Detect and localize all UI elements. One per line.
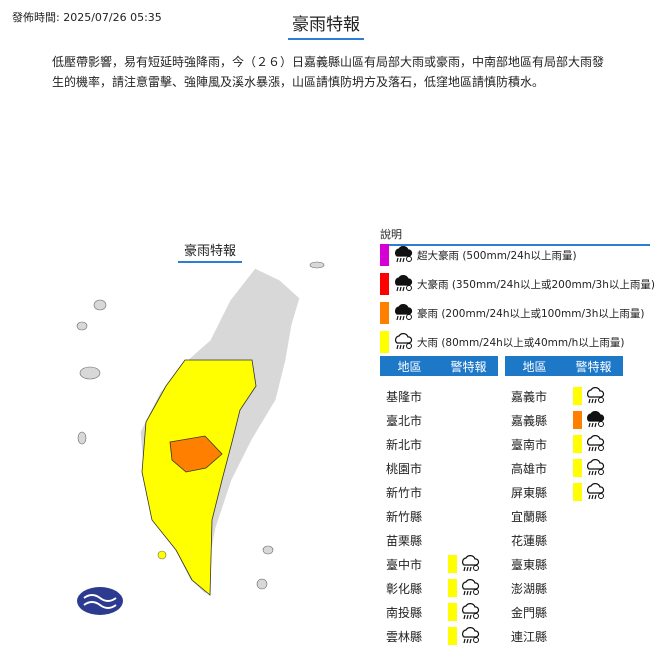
warning-marker (573, 409, 605, 432)
region-name: 宜蘭縣 (511, 509, 548, 524)
heavy-rain-cloud-icon (585, 409, 605, 432)
region-extremely-heavy-rain (169, 435, 223, 473)
region-name: 新北市 (386, 437, 423, 452)
rain-cloud-icon (393, 331, 413, 354)
rain-cloud-icon (585, 457, 605, 480)
table-row: 連江縣 (505, 624, 623, 648)
table-row: 臺北市 (380, 408, 498, 432)
torrential-rain-cloud-icon (393, 273, 413, 296)
cwa-logo (77, 587, 123, 615)
legend-swatch (380, 331, 389, 353)
region-name: 新竹縣 (386, 509, 423, 524)
legend-label: 大豪雨 (350mm/24h以上或200mm/3h以上雨量) (417, 278, 655, 291)
legend-label: 超大豪雨 (500mm/24h以上雨量) (417, 249, 577, 262)
legend-item: 超大豪雨 (500mm/24h以上雨量) (380, 244, 577, 266)
rain-cloud-icon (460, 577, 480, 600)
legend-swatch (380, 244, 389, 266)
table-row: 嘉義縣 (505, 408, 623, 432)
table-row: 新竹市 (380, 480, 498, 504)
table-row: 高雄市 (505, 456, 623, 480)
legend-swatch (380, 302, 389, 324)
table-row: 花蓮縣 (505, 528, 623, 552)
islands (76, 261, 325, 590)
warning-marker (448, 601, 480, 624)
table-row: 臺中市 (380, 552, 498, 576)
table-row: 臺南市 (505, 432, 623, 456)
region-name: 基隆市 (386, 389, 423, 404)
table-row: 苗栗縣 (380, 528, 498, 552)
table-row: 雲林縣 (380, 624, 498, 648)
legend-label: 大雨 (80mm/24h以上或40mm/h以上雨量) (417, 336, 625, 349)
table-row: 基隆市 (380, 384, 498, 408)
warning-marker (448, 553, 480, 576)
rain-cloud-icon (460, 625, 480, 648)
region-name: 南投縣 (386, 605, 423, 620)
issue-time: 發佈時間: 2025/07/26 05:35 (12, 11, 162, 24)
table-row: 澎湖縣 (505, 576, 623, 600)
table-row: 南投縣 (380, 600, 498, 624)
table-row: 金門縣 (505, 600, 623, 624)
legend-title: 說明 (380, 226, 650, 246)
warning-description: 低壓帶影響，易有短延時強降雨，今（２６）日嘉義縣山區有局部大雨或豪雨，中南部地區… (52, 55, 605, 89)
region-name: 臺南市 (511, 437, 548, 452)
warning-marker (448, 577, 480, 600)
warning-marker (573, 433, 605, 456)
region-name: 苗栗縣 (386, 533, 423, 548)
table-row: 屏東縣 (505, 480, 623, 504)
legend-item: 大豪雨 (350mm/24h以上或200mm/3h以上雨量) (380, 273, 655, 295)
table-row: 新北市 (380, 432, 498, 456)
table-row: 臺東縣 (505, 552, 623, 576)
region-name: 金門縣 (511, 605, 548, 620)
col-warning: 警特報 (450, 359, 487, 374)
table-row: 桃園市 (380, 456, 498, 480)
warning-marker (573, 457, 605, 480)
map-title: 豪雨特報 (178, 240, 242, 263)
region-name: 彰化縣 (386, 581, 423, 596)
warning-marker (573, 481, 605, 504)
region-name: 桃園市 (386, 461, 423, 476)
table-header-left: 地區 警特報 (380, 356, 498, 376)
legend-swatch (380, 273, 389, 295)
rain-cloud-icon (585, 385, 605, 408)
warning-marker (573, 385, 605, 408)
warning-marker (448, 625, 480, 648)
table-header-right: 地區 警特報 (505, 356, 623, 376)
legend-label: 豪雨 (200mm/24h以上或100mm/3h以上雨量) (417, 307, 645, 320)
rain-cloud-icon (585, 481, 605, 504)
region-name: 臺東縣 (511, 557, 548, 572)
rain-cloud-icon (460, 553, 480, 576)
region-name: 花蓮縣 (511, 533, 548, 548)
page-title: 豪雨特報 (288, 10, 364, 40)
region-name: 臺中市 (386, 557, 423, 572)
table-row: 宜蘭縣 (505, 504, 623, 528)
legend-item: 大雨 (80mm/24h以上或40mm/h以上雨量) (380, 331, 624, 353)
region-heavy-rain (141, 359, 257, 596)
region-name: 臺北市 (386, 413, 423, 428)
table-row: 彰化縣 (380, 576, 498, 600)
region-name: 連江縣 (511, 629, 548, 644)
col-region: 地區 (522, 359, 547, 374)
region-name: 屏東縣 (511, 485, 548, 500)
region-name: 嘉義縣 (511, 413, 548, 428)
col-warning: 警特報 (575, 359, 612, 374)
taiwan-warning-map (76, 261, 325, 615)
table-row: 新竹縣 (380, 504, 498, 528)
col-region: 地區 (397, 359, 422, 374)
region-name: 高雄市 (511, 461, 548, 476)
legend-item: 豪雨 (200mm/24h以上或100mm/3h以上雨量) (380, 302, 644, 324)
region-name: 雲林縣 (386, 629, 423, 644)
table-row: 嘉義市 (505, 384, 623, 408)
rain-cloud-icon (460, 601, 480, 624)
region-name: 新竹市 (386, 485, 423, 500)
rain-cloud-icon (585, 433, 605, 456)
extreme-rain-cloud-icon (393, 244, 413, 267)
region-name: 嘉義市 (511, 389, 548, 404)
heavy-rain-cloud-icon (393, 302, 413, 325)
region-name: 澎湖縣 (511, 581, 548, 596)
